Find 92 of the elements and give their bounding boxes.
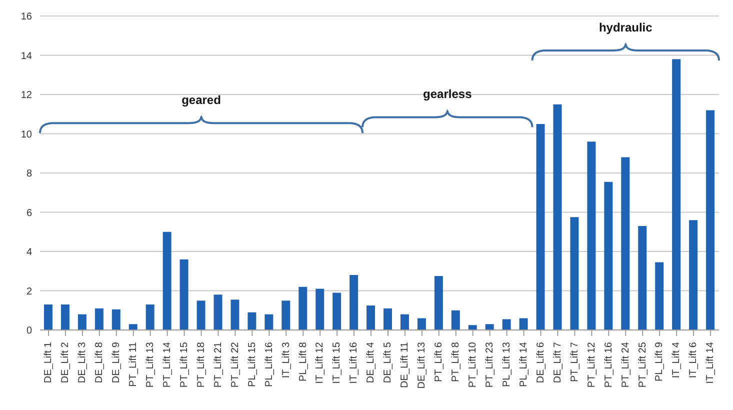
x-tick-label: PT_Lift 13 (144, 342, 156, 388)
x-tick-label: PT_Lift 6 (434, 342, 445, 382)
bar (146, 304, 154, 330)
x-tick-label: PL_Lift 9 (654, 342, 666, 382)
bar (180, 259, 188, 330)
x-tick-label: PT_Lift 21 (212, 342, 224, 388)
bar (672, 59, 681, 330)
annotation: gearless (423, 87, 472, 102)
x-tick-label: IT_Lift 15 (332, 342, 343, 384)
x-tick-label: IT_Lift 3 (280, 342, 292, 378)
x-tick-label: PT_Lift 14 (162, 342, 173, 388)
bar (162, 232, 172, 330)
x-tick-label: PT_Lift 10 (468, 342, 479, 388)
bar (112, 309, 120, 330)
x-tick-label: IT_Lift 12 (314, 342, 326, 384)
x-tick-label: PL_Lift 8 (298, 342, 309, 382)
x-tick-label: IT_Lift 4 (671, 342, 682, 378)
annotation: geared (182, 93, 221, 108)
x-tick-label: DE_Lift 9 (111, 342, 122, 384)
bar (587, 142, 596, 330)
bar (248, 312, 256, 330)
x-tick-label: DE_Lift 3 (77, 342, 88, 384)
x-tick-label: PT_Lift 12 (586, 342, 598, 388)
bar (298, 286, 308, 330)
bar (128, 324, 138, 330)
bar (60, 304, 70, 330)
y-tick-label: 16 (20, 12, 32, 23)
x-tick-label: PT_Lift 22 (230, 342, 241, 388)
x-tick-label: DE_Lift 6 (535, 342, 546, 384)
x-tick-label: DE_Lift 2 (60, 342, 72, 384)
y-tick-label: 14 (20, 50, 32, 62)
x-tick-label: DE_Lift 13 (416, 342, 428, 389)
bar (434, 276, 443, 330)
bar (350, 275, 358, 330)
bar (553, 104, 562, 330)
annotation: hydraulic (598, 20, 653, 34)
x-tick-label: PT_Lift 25 (637, 342, 648, 388)
x-tick-label: DE_Lift 8 (94, 342, 106, 384)
bar (417, 318, 426, 330)
bar (214, 294, 222, 330)
bar (451, 310, 460, 330)
x-tick-label: PL_Lift 16 (264, 342, 275, 388)
bar (570, 217, 579, 330)
x-tick-label: PT_Lift 23 (484, 342, 496, 388)
x-tick-label: PL_Lift 14 (518, 342, 530, 388)
bar (384, 308, 392, 330)
bar (468, 325, 477, 330)
x-tick-label: PT_Lift 11 (128, 342, 140, 387)
x-tick-label: DE_Lift 7 (552, 342, 564, 384)
bar (366, 305, 376, 330)
bar (264, 314, 274, 330)
bar (706, 110, 715, 330)
y-tick-label: 10 (20, 129, 32, 140)
y-tick-label: 6 (26, 208, 32, 219)
x-tick-label: PT_Lift 24 (620, 342, 632, 388)
bar (502, 319, 511, 330)
bar (536, 124, 545, 330)
x-tick-label: IT_Lift 14 (705, 342, 716, 384)
bar (332, 292, 342, 330)
x-tick-label: DE_Lift 11 (400, 342, 411, 388)
bar (282, 300, 290, 330)
bar (638, 226, 647, 330)
x-tick-label: PT_Lift 7 (569, 342, 580, 382)
y-tick-label: 2 (26, 286, 32, 298)
y-tick-label: 0 (26, 326, 32, 337)
bar (196, 300, 206, 330)
bar (78, 314, 86, 330)
bar (604, 182, 613, 330)
x-tick-label: PL_Lift 13 (501, 342, 512, 388)
x-tick-label: IT_Lift 16 (348, 342, 360, 384)
x-tick-label: DE_Lift 1 (43, 342, 54, 384)
y-tick-label: 4 (26, 247, 32, 258)
bar (485, 324, 494, 330)
bar (400, 314, 409, 330)
x-tick-label: IT_Lift 6 (688, 342, 700, 378)
y-tick-label: 8 (26, 168, 32, 180)
x-tick-label: PT_Lift 15 (178, 342, 190, 388)
x-tick-label: DE_Lift 5 (382, 342, 394, 384)
x-tick-label: DE_Lift 4 (366, 342, 377, 384)
x-tick-label: PL_Lift 15 (246, 342, 258, 388)
bar (621, 157, 630, 330)
x-tick-label: PT_Lift 16 (603, 342, 614, 388)
bar (519, 318, 528, 330)
bar (655, 262, 664, 330)
bar (94, 308, 104, 330)
x-tick-label: PT_Lift 18 (196, 342, 207, 388)
bar (689, 220, 698, 330)
bar (44, 304, 52, 330)
x-tick-label: PT_Lift 8 (450, 342, 462, 382)
bar (230, 300, 240, 330)
bar (316, 288, 324, 330)
y-tick-label: 12 (20, 90, 32, 102)
